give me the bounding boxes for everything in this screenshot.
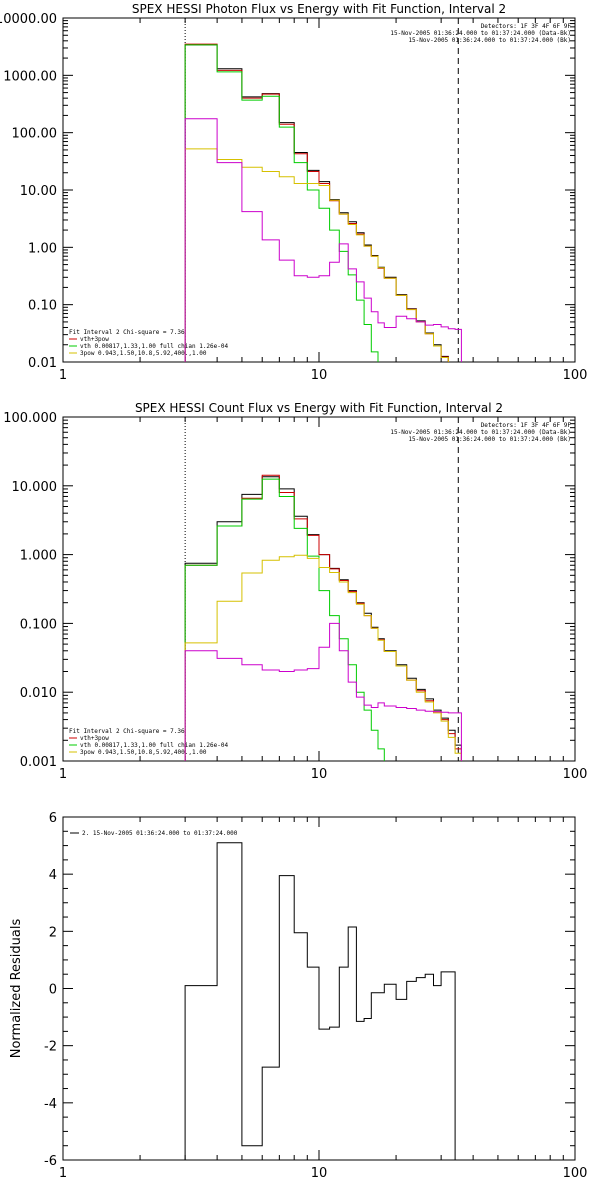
legend-entry: Detectors: 1F 3F 4F 6F 9F <box>481 422 572 429</box>
y-tick-label: 10000.00 <box>0 12 57 27</box>
legend-entry: Fit Interval 2 Chi-square = 7.36 <box>69 728 185 735</box>
legend-entry: 3pow 0.943,1.50,10.8,5.92,400.,1.00 <box>80 749 207 756</box>
y-tick-label: 0.100 <box>20 617 57 632</box>
legend-entry: 15-Nov-2005 01:36:24.000 to 01:37:24.000… <box>408 436 571 443</box>
y-tick-label: 0.01 <box>28 356 57 371</box>
y-tick-label: 1000.00 <box>3 69 57 84</box>
x-tick-label: 100 <box>563 1166 588 1181</box>
legend-entry: vth 0.00817,1.33,1.00 full chian 1.26e-0… <box>80 742 228 749</box>
y-tick-label: 10.00 <box>20 184 57 199</box>
series-line-data-0 <box>184 44 449 362</box>
series-group <box>184 43 462 362</box>
chart-panel-2: SPEX HESSI Count Flux vs Energy with Fit… <box>3 401 587 782</box>
legend-entry: 15-Nov-2005 01:36:24.000 to 01:37:24.000… <box>390 429 571 436</box>
x-tick-label: 10 <box>311 368 328 383</box>
chart-panel-3: 1 10 100 -6 -4 -2 0 2 4 6 Normalized Residuals 2. 1… <box>9 811 587 1181</box>
series-line-3pow <box>184 148 449 362</box>
series-line-3pow <box>184 554 462 761</box>
chart-title: SPEX HESSI Photon Flux vs Energy with Fi… <box>132 2 506 16</box>
y-tick-label: 2 <box>49 925 57 940</box>
series-line-Bk <box>184 622 462 761</box>
chart-panel-1: SPEX HESSI Photon Flux vs Energy with Fi… <box>0 2 587 383</box>
x-tick-label: 100 <box>563 368 588 383</box>
series-line-vth <box>184 44 379 362</box>
series-group <box>184 842 456 1160</box>
chart-title: SPEX HESSI Count Flux vs Energy with Fit… <box>135 401 503 415</box>
y-tick-label: 0.001 <box>20 755 57 770</box>
y-tick-label: 1.000 <box>20 549 57 564</box>
y-tick-label: 0.10 <box>28 299 57 314</box>
y-tick-label: 4 <box>49 868 57 883</box>
x-tick-label: 100 <box>563 767 588 782</box>
x-tick-label: 1 <box>59 1166 67 1181</box>
series-line-vth+3pow <box>184 43 449 362</box>
y-tick-label: -4 <box>44 1097 57 1112</box>
legend-entry: 2. 15-Nov-2005 01:36:24.000 to 01:37:24.… <box>82 830 238 837</box>
series-line-Bk <box>184 118 462 362</box>
legend-entry: vth+3pow <box>80 735 109 742</box>
legend-entry: Detectors: 1F 3F 4F 6F 9F <box>481 23 572 30</box>
series-line-vth+3pow <box>184 474 462 761</box>
series-group <box>184 474 462 761</box>
x-tick-label: 10 <box>311 1166 328 1181</box>
y-tick-label: -6 <box>44 1154 57 1169</box>
series-line-data-0 <box>184 476 462 761</box>
y-tick-label: 10.000 <box>12 480 58 495</box>
y-tick-label: 1.00 <box>28 241 57 256</box>
x-tick-label: 10 <box>311 767 328 782</box>
legend-entry: 3pow 0.943,1.50,10.8,5.92,400.,1.00 <box>80 350 207 357</box>
series-line-data-0 <box>184 842 456 1160</box>
y-tick-label: 0 <box>49 983 57 998</box>
y-tick-label: 100.00 <box>12 127 58 142</box>
y-tick-label: 0.010 <box>20 686 57 701</box>
y-tick-label: 6 <box>49 811 57 826</box>
legend-entry: vth 0.00817,1.33,1.00 full chian 1.26e-0… <box>80 343 228 350</box>
legend-entry: Fit Interval 2 Chi-square = 7.36 <box>69 329 185 336</box>
x-tick-label: 1 <box>59 368 67 383</box>
y-axis-label: Normalized Residuals <box>9 919 24 1059</box>
legend-entry: 15-Nov-2005 01:36:24.000 to 01:37:24.000… <box>390 30 571 37</box>
legend-entry: vth+3pow <box>80 336 109 343</box>
series-line-vth <box>184 478 385 761</box>
y-tick-label: 100.000 <box>3 411 57 426</box>
legend-entry: 15-Nov-2005 01:36:24.000 to 01:37:24.000… <box>408 37 571 44</box>
y-tick-label: -2 <box>44 1040 57 1055</box>
x-tick-label: 1 <box>59 767 67 782</box>
